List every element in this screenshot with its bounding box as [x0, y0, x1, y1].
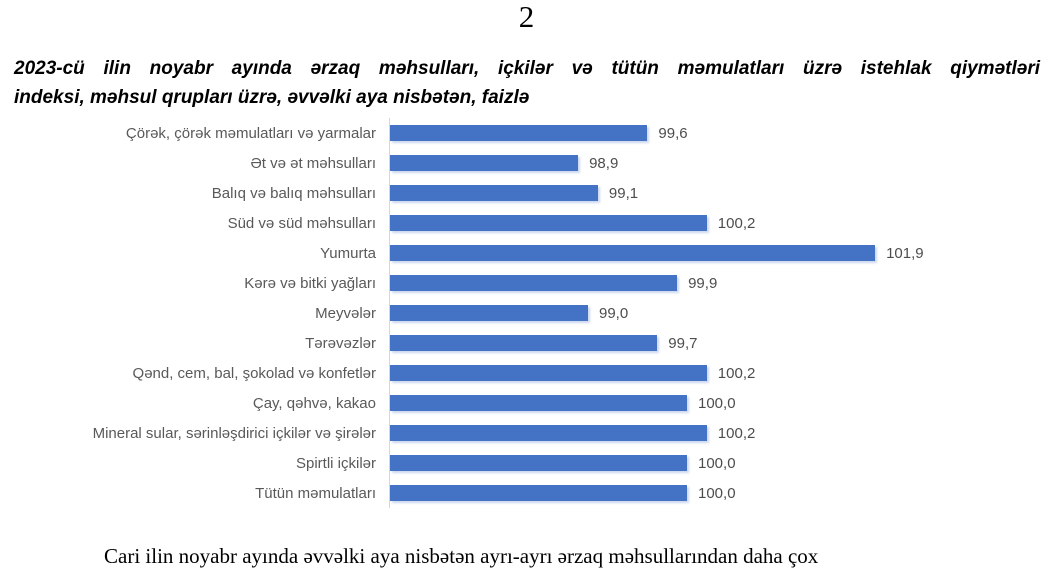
value-label: 100,0: [698, 484, 736, 502]
plot-area: 100,2: [389, 358, 1053, 388]
plot-area: 99,1: [389, 178, 1053, 208]
chart-rows: Çörək, çörək məmulatları və yarmalar 99,6…: [0, 118, 1053, 508]
plot-area: 99,7: [389, 328, 1053, 358]
chart-row: Çörək, çörək məmulatları və yarmalar 99,6: [0, 118, 1053, 148]
plot-area: 99,9: [389, 268, 1053, 298]
chart-title-line1: 2023-cü ilin noyabr ayında ərzaq məhsull…: [14, 58, 1040, 79]
chart-row: Süd və süd məhsulları 100,2: [0, 208, 1053, 238]
bar: [390, 455, 687, 471]
chart-row: Meyvələr 99,0: [0, 298, 1053, 328]
chart-title-line2: indeksi, məhsul qrupları üzrə, əvvəlki a…: [14, 87, 530, 108]
plot-area: 100,0: [389, 478, 1053, 508]
value-label: 100,2: [717, 424, 756, 442]
bar: [390, 425, 707, 441]
bar: [390, 215, 707, 231]
bar: [390, 185, 598, 201]
bar: [390, 395, 687, 411]
category-label: Balıq və balıq məhsulları: [211, 184, 376, 202]
value-label: 99,6: [658, 124, 688, 142]
category-label: Mineral sular, sərinləşdirici içkilər və…: [92, 424, 376, 442]
bar: [390, 125, 648, 141]
category-label: Meyvələr: [315, 304, 376, 322]
category-label: Spirtli içkilər: [295, 454, 376, 472]
value-label: 99,9: [688, 274, 718, 292]
value-label: 98,9: [589, 154, 619, 172]
plot-area: 100,2: [389, 418, 1053, 448]
chart-row: Çay, qəhvə, kakao 100,0: [0, 388, 1053, 418]
value-label: 99,0: [599, 304, 629, 322]
body-paragraph: Cari ilin noyabr ayında əvvəlki aya nisb…: [104, 544, 819, 568]
chart-row: Yumurta 101,9: [0, 238, 1053, 268]
category-label: Kərə və bitki yağları: [244, 274, 376, 292]
chart-row: Tütün məmulatları 100,0: [0, 478, 1053, 508]
category-label: Çörək, çörək məmulatları və yarmalar: [125, 124, 376, 142]
value-label: 101,9: [886, 244, 924, 262]
bar: [390, 245, 876, 261]
plot-area: 101,9: [389, 238, 1053, 268]
value-label: 100,2: [717, 364, 756, 382]
chart-row: Tərəvəzlər 99,7: [0, 328, 1053, 358]
plot-area: 100,0: [389, 388, 1053, 418]
chart-row: Ət və ət məhsulları 98,9: [0, 148, 1053, 178]
value-label: 99,1: [608, 184, 639, 202]
bar: [390, 485, 687, 501]
category-label: Tütün məmulatları: [255, 484, 376, 502]
chart-row: Balıq və balıq məhsulları 99,1: [0, 178, 1053, 208]
value-label: 99,7: [668, 334, 698, 352]
category-label: Qənd, cem, bal, şokolad və konfetlər: [132, 364, 376, 382]
plot-area: 100,0: [389, 448, 1053, 478]
page-number: 2: [518, 0, 535, 34]
category-label: Ət və ət məhsulları: [250, 154, 376, 172]
bar-chart: Çörək, çörək məmulatları və yarmalar 99,6…: [0, 118, 1053, 508]
value-label: 100,0: [698, 394, 736, 412]
bar: [390, 335, 658, 351]
plot-area: 99,6: [389, 118, 1053, 148]
chart-row: Spirtli içkilər 100,0: [0, 448, 1053, 478]
chart-row: Kərə və bitki yağları 99,9: [0, 268, 1053, 298]
bar: [390, 275, 678, 291]
chart-row: Qənd, cem, bal, şokolad və konfetlər 100,…: [0, 358, 1053, 388]
chart-row: Mineral sular, sərinləşdirici içkilər və…: [0, 418, 1053, 448]
chart-title: 2023-cü ilin noyabr ayında ərzaq məhsull…: [14, 54, 1040, 112]
category-label: Yumurta: [320, 244, 376, 262]
value-label: 100,2: [717, 214, 756, 232]
category-label: Süd və süd məhsulları: [227, 214, 376, 232]
plot-area: 99,0: [389, 298, 1053, 328]
bar: [390, 155, 579, 171]
category-label: Tərəvəzlər: [305, 334, 376, 352]
plot-area: 98,9: [389, 148, 1053, 178]
plot-area: 100,2: [389, 208, 1053, 238]
category-label: Çay, qəhvə, kakao: [252, 394, 376, 412]
bar: [390, 365, 707, 381]
bar: [390, 305, 588, 321]
value-label: 100,0: [698, 454, 736, 472]
